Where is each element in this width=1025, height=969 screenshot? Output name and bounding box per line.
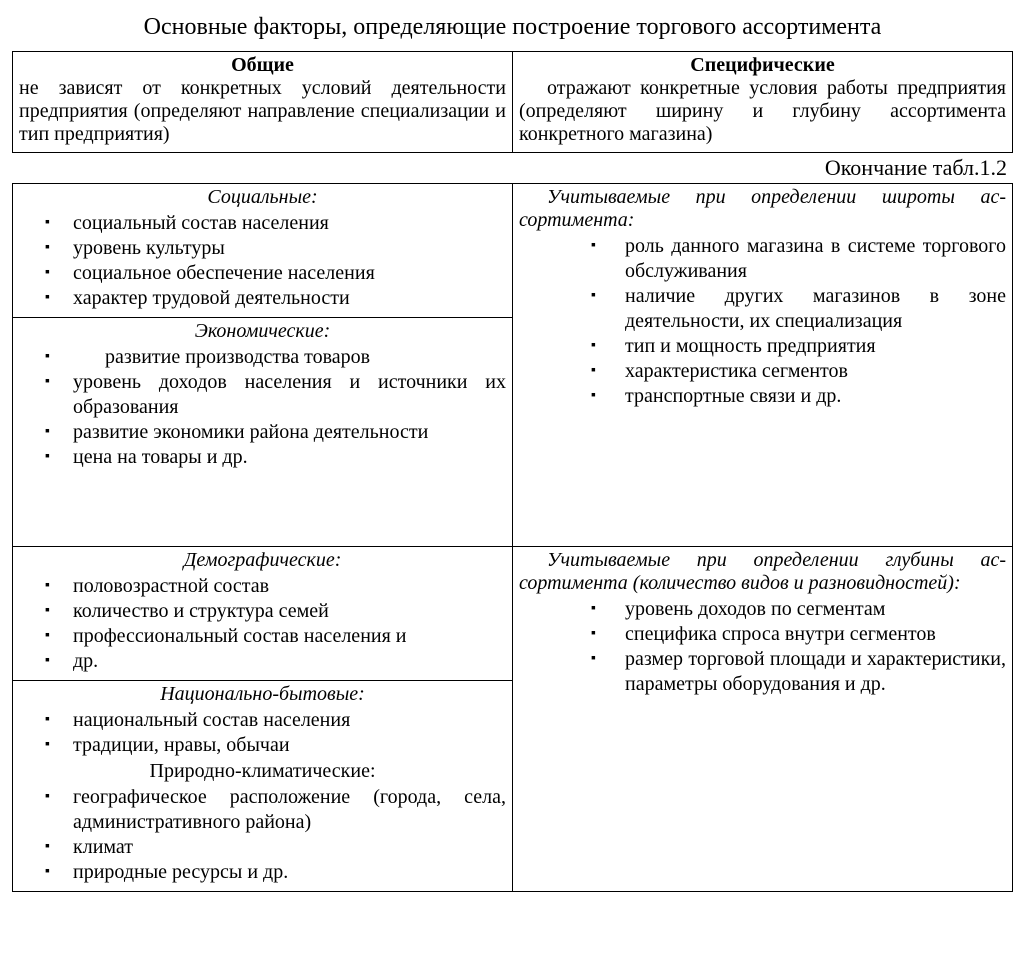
left-national-climate-cell: Национально-бытовые: национальный состав… [13, 681, 513, 892]
list-item: роль данного магазина в системе торговог… [591, 234, 1006, 284]
left-national-list: национальный состав населения традиции, … [19, 708, 506, 758]
right-width-list: роль данного магазина в системе торговог… [519, 234, 1006, 409]
header-left-desc: не зависят от конкретных условий деятель… [19, 77, 506, 146]
list-item: тип и мощность предприятия [591, 334, 1006, 359]
list-item: социальный состав населения [45, 211, 506, 236]
left-national-title: Национально-бытовые: [19, 683, 506, 706]
list-item: специфика спроса внутри сегмен­тов [591, 622, 1006, 647]
right-width-title: Учитываемые при определении широты ас­со… [519, 186, 1006, 232]
list-item: половозрастной состав [45, 574, 506, 599]
list-item: национальный состав населения [45, 708, 506, 733]
list-item: размер торговой площади и харак­теристик… [591, 647, 1006, 697]
continuation-label: Окончание табл.1.2 [12, 155, 1007, 181]
left-economic-list: развитие производства товаров уровень до… [19, 345, 506, 470]
list-item: климат [45, 835, 506, 860]
page-title: Основные факторы, определяющие построени… [12, 14, 1013, 41]
list-item: развитие экономики района деятельно­сти [45, 420, 506, 445]
list-item: уровень культуры [45, 236, 506, 261]
list-item: транспортные связи и др. [591, 384, 1006, 409]
left-demographic-title: Демографические: [19, 549, 506, 572]
list-item: цена на товары и др. [45, 445, 506, 470]
right-width-cell: Учитываемые при определении широты ас­со… [513, 184, 1013, 547]
right-depth-title: Учитываемые при определении глубины ас­с… [519, 549, 1006, 595]
header-right-cell: Специфические отражают конкретные услови… [513, 52, 1013, 153]
left-demographic-list: половозрастной состав количество и струк… [19, 574, 506, 674]
list-item: количество и структура семей [45, 599, 506, 624]
right-depth-list: уровень доходов по сегментам специфика с… [519, 597, 1006, 697]
list-item: природные ресурсы и др. [45, 860, 506, 885]
list-item: географическое расположение (города, сел… [45, 785, 506, 835]
header-table: Общие не зависят от конкретных условий д… [12, 51, 1013, 153]
list-item: традиции, нравы, обычаи [45, 733, 506, 758]
list-item: уровень доходов по сегментам [591, 597, 1006, 622]
left-demographic-cell: Демографические: половозрастной состав к… [13, 547, 513, 681]
list-item: характеристика сегментов [591, 359, 1006, 384]
list-item: профессиональный состав населения и [45, 624, 506, 649]
list-item: характер трудовой деятельности [45, 286, 506, 311]
header-left-title: Общие [19, 54, 506, 77]
left-climate-list: географическое расположение (города, сел… [19, 785, 506, 885]
header-right-title: Специфические [519, 54, 1006, 77]
left-economic-cell: Экономические: развитие производства тов… [13, 318, 513, 547]
left-climate-title: Природно-климатические: [19, 760, 506, 783]
left-social-title: Социальные: [19, 186, 506, 209]
left-economic-title: Экономические: [19, 320, 506, 343]
list-item: социальное обеспечение населения [45, 261, 506, 286]
list-item: развитие производства товаров [45, 345, 506, 370]
right-depth-cell: Учитываемые при определении глубины ас­с… [513, 547, 1013, 892]
body-table: Социальные: социальный состав населения … [12, 183, 1013, 892]
left-social-cell: Социальные: социальный состав населения … [13, 184, 513, 318]
list-item: др. [45, 649, 506, 674]
list-item: уровень доходов населения и источники их… [45, 370, 506, 420]
header-left-cell: Общие не зависят от конкретных условий д… [13, 52, 513, 153]
list-item: наличие других магазинов в зоне деятельн… [591, 284, 1006, 334]
header-right-desc: отражают конкретные условия работы пред­… [519, 77, 1006, 146]
left-social-list: социальный состав населения уровень куль… [19, 211, 506, 311]
